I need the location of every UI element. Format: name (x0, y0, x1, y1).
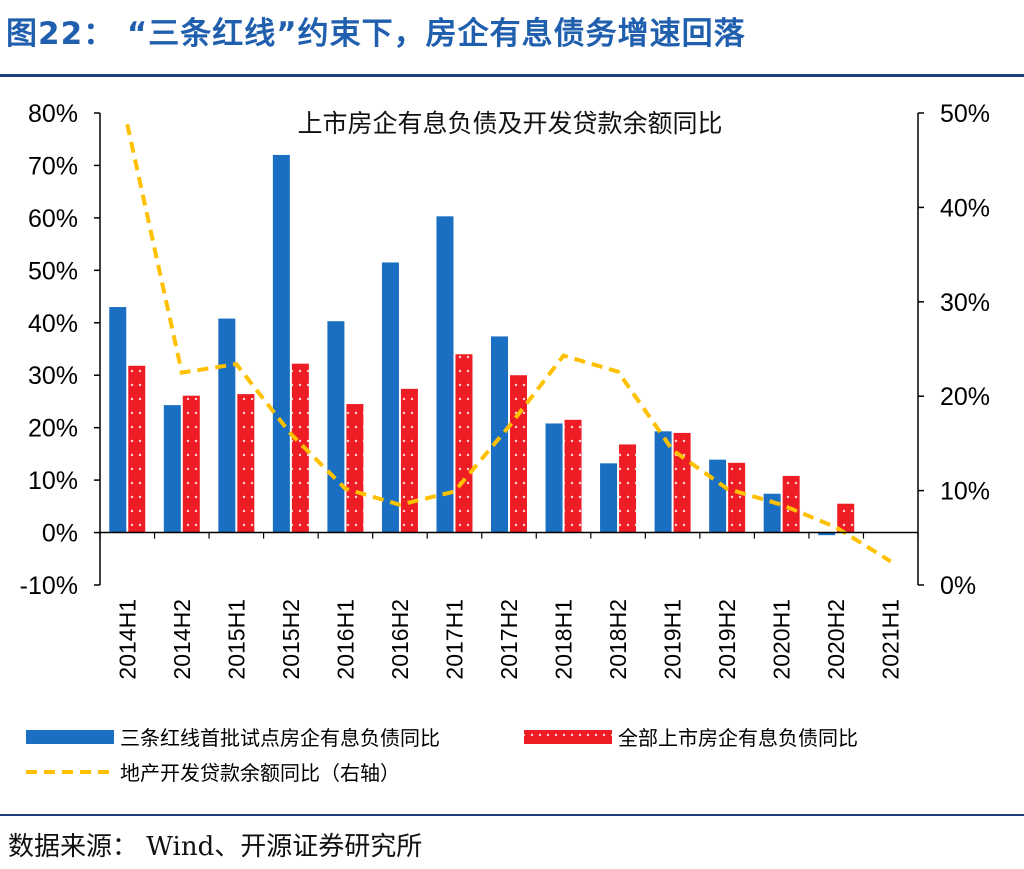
legend-label-series3: 地产开发贷款余额同比（右轴） (120, 761, 400, 785)
bar-series2 (728, 462, 746, 533)
bar-series1 (109, 307, 127, 533)
bar-series1 (763, 493, 781, 533)
bar-series1 (545, 423, 563, 533)
bar-series1 (381, 262, 399, 533)
left-tick-label: 0% (42, 520, 78, 548)
bar-series2 (619, 444, 637, 533)
bar-series2 (237, 394, 255, 533)
bar-series2 (673, 432, 691, 533)
x-tick-label: 2017H2 (496, 599, 522, 680)
bar-series2 (182, 395, 200, 533)
source-rule (0, 814, 1024, 816)
legend-label-series2: 全部上市房企有息负债同比 (618, 726, 858, 750)
x-tick-label: 2015H2 (278, 599, 304, 680)
legend-label-series1: 三条红线首批试点房企有息负债同比 (120, 726, 440, 750)
source-note: 数据来源： Wind、开源证券研究所 (8, 832, 423, 862)
left-tick-label: -10% (20, 572, 78, 600)
x-tick-label: 2017H1 (441, 599, 467, 680)
legend-swatch-series2 (524, 730, 612, 744)
chart: 上市房企有息负债及开发贷款余额同比 -10% 0% 10% 20% 30% 40% 50% 6… (20, 100, 990, 785)
bar-series2 (291, 363, 309, 533)
bar-series1 (709, 459, 727, 533)
bar-series2 (564, 419, 582, 533)
bar-series1 (600, 463, 618, 533)
bar-series2 (455, 354, 473, 533)
x-tick-label: 2020H2 (823, 599, 849, 680)
bar-series1 (163, 405, 181, 533)
x-tick-label: 2019H1 (660, 599, 686, 680)
bar-series2 (346, 404, 364, 533)
left-tick-label: 30% (28, 362, 78, 390)
right-tick-label: 40% (940, 194, 990, 222)
left-tick-label: 60% (28, 205, 78, 233)
left-tick-label: 80% (28, 100, 78, 128)
x-tick-label: 2015H1 (223, 599, 249, 680)
bar-series1 (436, 216, 454, 533)
bar-series2 (837, 503, 855, 533)
x-tick-label: 2021H1 (878, 599, 904, 680)
right-tick-label: 10% (940, 478, 990, 506)
left-tick-label: 10% (28, 467, 78, 495)
x-tick-label: 2016H2 (387, 599, 413, 680)
bar-series2 (510, 375, 527, 533)
right-tick-label: 30% (940, 289, 990, 317)
x-tick-label: 2018H1 (551, 599, 577, 680)
x-tick-label: 2014H2 (169, 599, 195, 680)
bar-series1 (654, 431, 672, 533)
left-tick-label: 20% (28, 415, 78, 443)
left-tick-label: 70% (28, 152, 78, 180)
x-tick-label: 2020H1 (769, 599, 795, 680)
x-tick-label: 2018H2 (605, 599, 631, 680)
bar-series1 (491, 336, 508, 533)
bar-series1 (327, 321, 345, 533)
title-rule (0, 74, 1024, 77)
figure-title: 图22： “三条红线”约束下，房企有息债务增速回落 (6, 16, 746, 52)
chart-title: 上市房企有息负债及开发贷款余额同比 (297, 109, 722, 138)
legend-swatch-series1 (26, 730, 114, 744)
bar-series2 (400, 388, 418, 533)
right-tick-label: 0% (940, 572, 976, 600)
x-tick-label: 2019H2 (714, 599, 740, 680)
right-tick-label: 50% (940, 100, 990, 128)
left-tick-label: 50% (28, 257, 78, 285)
bar-series1 (218, 318, 236, 533)
bar-series2 (782, 475, 800, 533)
x-tick-label: 2016H1 (332, 599, 358, 680)
bar-series1 (272, 154, 290, 533)
bar-series2 (128, 365, 146, 533)
bar-series1 (818, 532, 836, 536)
right-tick-label: 20% (940, 383, 990, 411)
x-tick-label: 2014H1 (114, 599, 140, 680)
left-tick-label: 40% (28, 310, 78, 338)
